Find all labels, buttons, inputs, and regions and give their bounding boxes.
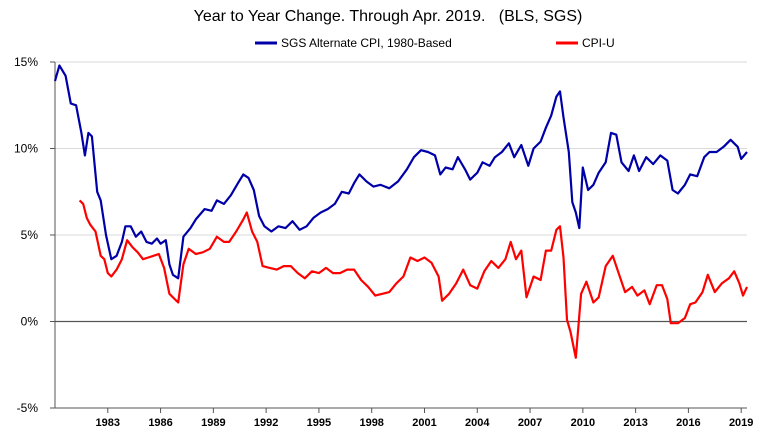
y-tick-label: 10% [14, 142, 38, 156]
y-tick-label: 15% [14, 55, 38, 69]
y-tick-label: -5% [17, 401, 39, 415]
x-tick-label: 1983 [96, 417, 120, 429]
y-axis-ticks: 15% 10% 5% 0% -5% [14, 55, 55, 415]
x-tick-label: 2001 [412, 417, 436, 429]
legend: SGS Alternate CPI, 1980-Based CPI-U [255, 36, 615, 50]
chart-title: Year to Year Change. Through Apr. 2019. … [194, 8, 583, 25]
series-line-cpiu [78, 199, 748, 359]
x-tick-label: 1986 [148, 417, 172, 429]
y-tick-label: 5% [21, 228, 39, 242]
x-tick-label: 1995 [307, 417, 331, 429]
x-tick-label: 1998 [359, 417, 383, 429]
x-tick-label: 2013 [623, 417, 647, 429]
legend-label-cpiu: CPI-U [582, 36, 615, 50]
series-lines [53, 64, 748, 359]
x-tick-label: 2016 [676, 417, 700, 429]
x-tick-label: 2010 [571, 417, 595, 429]
legend-label-sgs: SGS Alternate CPI, 1980-Based [281, 36, 452, 50]
x-tick-label: 2004 [465, 417, 490, 429]
x-tick-label: 1992 [254, 417, 278, 429]
x-axis-ticks: 1983 1986 1989 1992 1995 1998 2001 2004 2007 2010… [96, 408, 753, 429]
gridlines [55, 61, 747, 236]
x-tick-label: 2007 [518, 417, 542, 429]
x-tick-label: 2019 [729, 417, 753, 429]
series-line-sgs [53, 64, 748, 280]
x-tick-label: 1989 [201, 417, 225, 429]
y-tick-label: 0% [21, 315, 39, 329]
